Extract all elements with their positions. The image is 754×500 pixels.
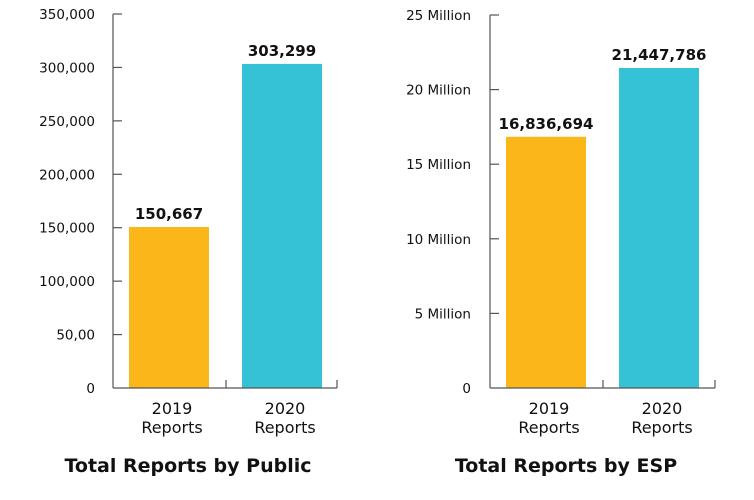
- category-label-line: 2020: [265, 399, 306, 418]
- y-tick-label: 15 Million: [406, 157, 471, 173]
- data-label: 21,447,786: [612, 46, 707, 64]
- data-label: 303,299: [248, 42, 316, 60]
- y-tick-label: 20 Million: [406, 83, 471, 99]
- category-label: 2019 Reports: [518, 399, 579, 437]
- category-label-line: Reports: [254, 418, 315, 437]
- y-tick-label: 10 Million: [406, 232, 471, 248]
- y-tick-label: 50,00: [56, 328, 95, 344]
- data-label: 150,667: [135, 205, 203, 223]
- y-tick-label: 0: [86, 381, 95, 397]
- category-label: 2019 Reports: [141, 399, 202, 437]
- bar-2019: [506, 136, 586, 388]
- category-label-line: 2020: [642, 399, 683, 418]
- y-tick-label: 300,000: [39, 60, 95, 76]
- y-tick-label: 250,000: [39, 114, 95, 130]
- y-tick-label: 200,000: [39, 167, 95, 183]
- category-label-line: Reports: [141, 418, 202, 437]
- category-label-line: 2019: [529, 399, 570, 418]
- category-label: 2020 Reports: [254, 399, 315, 437]
- y-tick-label: 150,000: [39, 221, 95, 237]
- category-label: 2020 Reports: [631, 399, 692, 437]
- y-tick-label: 100,000: [39, 274, 95, 290]
- category-label-line: 2019: [152, 399, 193, 418]
- bar-2019: [129, 227, 209, 388]
- y-tick-label: 25 Million: [406, 8, 471, 24]
- category-label-line: Reports: [518, 418, 579, 437]
- chart-title: Total Reports by ESP: [455, 455, 677, 477]
- bar-2020: [619, 67, 699, 389]
- chart-title: Total Reports by Public: [64, 455, 311, 477]
- y-tick-label: 5 Million: [415, 306, 471, 322]
- bar-2020: [242, 63, 322, 389]
- y-tick-label: 350,000: [39, 7, 95, 23]
- data-label: 16,836,694: [499, 115, 594, 133]
- y-tick-label: 0: [462, 381, 471, 397]
- category-label-line: Reports: [631, 418, 692, 437]
